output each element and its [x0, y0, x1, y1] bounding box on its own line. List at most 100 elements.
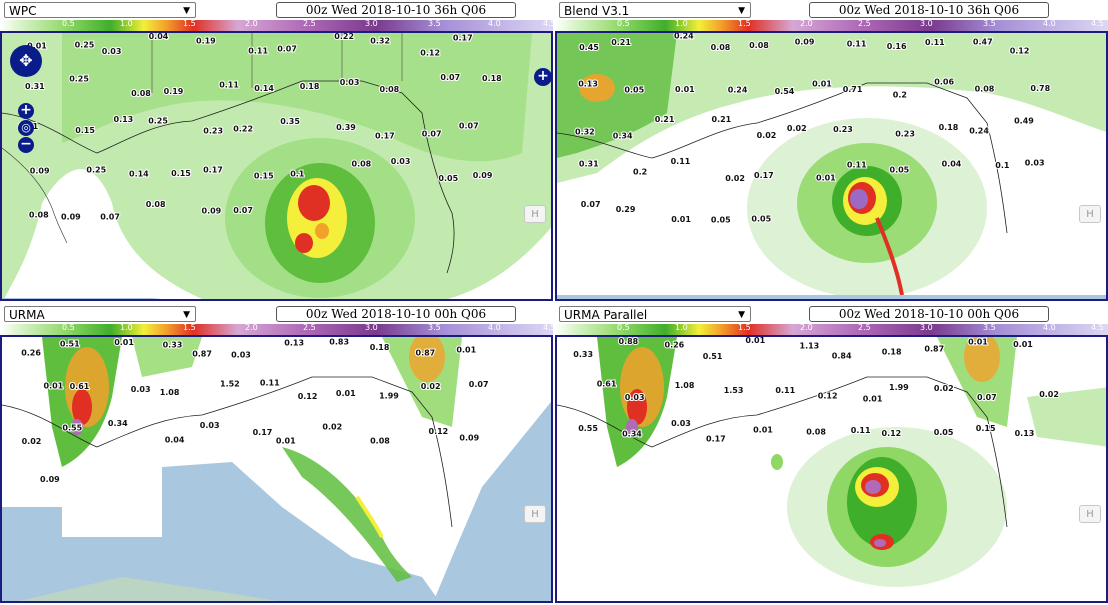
panel-toolbar: Blend V3.1 ▼ 00z Wed 2018-10-10 36h Q06	[555, 0, 1108, 20]
station-value-label: 0.08	[370, 437, 390, 446]
station-value-label: 0.83	[329, 338, 349, 347]
station-value-label: 0.02	[22, 437, 42, 446]
scale-tick: 4.0	[1043, 323, 1056, 332]
scale-tick: 2.5	[858, 323, 871, 332]
station-value-label: 0.17	[375, 132, 395, 141]
station-value-label: 0.35	[280, 117, 300, 126]
zoom-in-button[interactable]: +	[18, 103, 34, 119]
station-value-label: 0.09	[459, 434, 479, 443]
station-value-label: 0.01	[456, 345, 476, 354]
expand-button[interactable]: +	[534, 68, 552, 86]
scale-tick: 1.0	[120, 323, 133, 332]
precip-color-scale: 0.5 1.0 1.5 2.0 2.5 3.0 3.5 4.0 4.5	[555, 323, 1108, 335]
station-value-label: 0.19	[196, 37, 216, 46]
station-value-label: 1.13	[800, 342, 820, 351]
station-value-label: 0.78	[1030, 84, 1050, 93]
station-value-label: 0.25	[75, 41, 95, 50]
station-value-label: 0.18	[370, 343, 390, 352]
station-value-label: 0.02	[725, 174, 745, 183]
help-button[interactable]: H	[524, 205, 546, 223]
scale-tick: 2.0	[800, 19, 813, 28]
station-value-label: 1.08	[160, 388, 180, 397]
station-value-label: 0.29	[616, 205, 636, 214]
globe-icon[interactable]: ◎	[18, 120, 34, 136]
station-value-label: 0.12	[818, 392, 838, 401]
help-button[interactable]: H	[1079, 505, 1101, 523]
precip-map[interactable]: 0.33 0.88 0.26 0.51 0.01 1.13 0.84 0.18 0.87 0.01…	[555, 335, 1108, 603]
station-value-label: 0.54	[775, 87, 795, 96]
station-value-label: 0.09	[202, 206, 222, 215]
valid-time-box: 00z Wed 2018-10-10 36h Q06	[809, 2, 1049, 18]
scale-tick: 1.5	[738, 19, 751, 28]
station-value-label: 0.32	[370, 36, 390, 45]
scale-tick: 1.5	[183, 323, 196, 332]
station-value-label: 0.08	[975, 84, 995, 93]
scale-tick: 2.0	[245, 19, 258, 28]
station-value-label: 0.11	[260, 378, 280, 387]
station-value-label: 0.12	[420, 49, 440, 58]
scale-tick: 3.0	[920, 19, 933, 28]
station-value-label: 0.21	[712, 115, 732, 124]
station-value-label: 0.34	[622, 429, 642, 438]
model-select[interactable]: Blend V3.1 ▼	[559, 2, 751, 18]
scale-tick: 3.5	[428, 19, 441, 28]
station-value-label: 0.2	[893, 91, 907, 100]
station-value-label: 0.22	[334, 33, 354, 41]
station-value-label: 0.1	[290, 170, 305, 179]
station-value-label: 0.08	[29, 211, 49, 220]
station-value-label: 0.15	[75, 126, 95, 135]
scale-tick: 3.0	[365, 323, 378, 332]
station-value-label: 0.04	[942, 160, 962, 169]
station-value-label: 0.14	[254, 84, 274, 93]
station-value-label: 0.71	[843, 85, 863, 94]
station-value-label: 0.01	[753, 425, 773, 434]
station-value-label: 0.11	[847, 39, 867, 48]
station-value-label: 0.45	[579, 43, 599, 52]
station-value-label: 0.11	[847, 161, 867, 170]
precip-color-scale: 0.5 1.0 1.5 2.0 2.5 3.0 3.5 4.0 4.5	[0, 323, 553, 335]
chevron-down-icon: ▼	[183, 6, 190, 16]
help-button[interactable]: H	[524, 505, 546, 523]
station-value-label: 0.07	[459, 121, 479, 130]
station-value-label: 0.24	[728, 85, 748, 94]
station-value-label: 0.09	[40, 475, 60, 484]
station-value-label: 0.12	[882, 429, 902, 438]
station-value-label: 0.03	[231, 351, 251, 360]
station-value-label: 0.18	[300, 82, 320, 91]
scale-tick: 4.5	[1091, 19, 1104, 28]
station-value-label: 0.01	[816, 174, 836, 183]
station-value-label: 0.84	[832, 352, 852, 361]
station-value-label: 0.05	[751, 215, 771, 224]
valid-time-box: 00z Wed 2018-10-10 36h Q06	[276, 2, 516, 18]
station-value-label: 0.04	[165, 436, 185, 445]
station-value-label: 0.02	[757, 131, 777, 140]
station-value-label: 0.13	[1015, 429, 1035, 438]
station-value-label: 0.55	[62, 424, 82, 433]
precip-map[interactable]: 0.26 0.51 0.01 0.33 0.87 0.03 0.13 0.83 0.18 0.87…	[0, 335, 553, 603]
station-label-layer: 0.26 0.51 0.01 0.33 0.87 0.03 0.13 0.83 0.18 0.87…	[20, 337, 489, 485]
scale-tick: 3.0	[920, 323, 933, 332]
scale-tick: 4.0	[488, 19, 501, 28]
station-value-label: 0.61	[70, 382, 90, 391]
station-value-label: 0.23	[833, 125, 853, 134]
precip-map[interactable]: 0.01 0.25 0.03 0.04 0.19 0.11 0.07 0.22 0.32 0.12…	[0, 31, 553, 301]
station-value-label: 0.03	[102, 47, 122, 56]
model-select[interactable]: URMA ▼	[4, 306, 196, 322]
precip-map[interactable]: 0.45 0.21 0.24 0.08 0.08 0.09 0.11 0.16 0.11 0.47…	[555, 31, 1108, 301]
scale-tick: 2.5	[303, 19, 316, 28]
station-value-label: 0.05	[890, 166, 910, 175]
pan-arrows-icon[interactable]: ✥	[10, 45, 42, 77]
station-value-label: 0.11	[248, 47, 268, 56]
station-value-label: 0.24	[674, 33, 694, 40]
model-select[interactable]: URMA Parallel ▼	[559, 306, 751, 322]
panel-urma: URMA ▼ 00z Wed 2018-10-10 00h Q06 0.5 1.0…	[0, 304, 553, 605]
model-select-value: Blend V3.1	[564, 4, 630, 18]
station-value-label: 0.09	[473, 171, 493, 180]
station-value-label: 0.22	[233, 124, 253, 133]
help-button[interactable]: H	[1079, 205, 1101, 223]
model-select[interactable]: WPC ▼	[4, 2, 196, 18]
station-value-label: 0.11	[671, 157, 691, 166]
station-value-label: 0.03	[391, 157, 411, 166]
station-value-label: 0.07	[977, 393, 997, 402]
zoom-out-button[interactable]: −	[18, 137, 34, 153]
